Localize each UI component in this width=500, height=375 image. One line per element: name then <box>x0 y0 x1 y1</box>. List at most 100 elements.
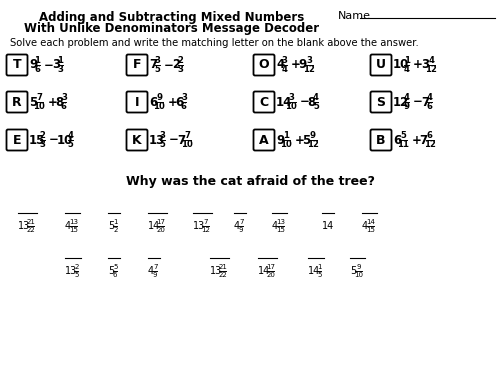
Text: 2: 2 <box>172 58 180 72</box>
Text: 7: 7 <box>36 93 42 102</box>
Text: U: U <box>376 58 386 72</box>
Text: −: − <box>169 134 178 147</box>
FancyBboxPatch shape <box>6 92 28 112</box>
Text: 13: 13 <box>210 266 222 276</box>
Text: 2: 2 <box>113 226 117 232</box>
Text: 4: 4 <box>148 266 154 276</box>
Text: −: − <box>49 134 58 147</box>
Text: 10: 10 <box>57 134 73 147</box>
Text: 15: 15 <box>29 134 46 147</box>
Text: 2: 2 <box>178 56 183 65</box>
Text: E: E <box>13 134 21 147</box>
Text: 7: 7 <box>421 96 429 108</box>
FancyBboxPatch shape <box>126 92 148 112</box>
Text: 1: 1 <box>404 56 409 65</box>
Text: 4: 4 <box>313 93 319 102</box>
Text: +: + <box>291 58 300 72</box>
Text: 7: 7 <box>149 58 157 72</box>
Text: K: K <box>132 134 142 147</box>
Text: 3: 3 <box>421 58 429 72</box>
Text: 17: 17 <box>156 219 166 225</box>
Text: 9: 9 <box>310 131 316 140</box>
Text: 6: 6 <box>113 272 117 278</box>
Text: 4: 4 <box>362 221 368 231</box>
Text: 5: 5 <box>302 134 310 147</box>
Text: 6: 6 <box>426 102 432 111</box>
Text: Name: Name <box>338 11 371 21</box>
Text: 11: 11 <box>398 140 409 149</box>
Text: 3: 3 <box>181 93 187 102</box>
Text: 3: 3 <box>178 65 183 74</box>
Text: 13: 13 <box>276 219 285 225</box>
Text: 6: 6 <box>61 102 67 111</box>
Text: 5: 5 <box>400 131 406 140</box>
Text: 15: 15 <box>70 226 78 232</box>
Text: 9: 9 <box>404 102 409 111</box>
Text: 1: 1 <box>113 219 117 225</box>
Text: +: + <box>294 134 304 147</box>
Text: 4: 4 <box>428 56 434 65</box>
Text: 12: 12 <box>307 140 318 149</box>
Text: 10: 10 <box>154 102 165 111</box>
FancyBboxPatch shape <box>370 54 392 75</box>
FancyBboxPatch shape <box>254 129 274 150</box>
Text: 10: 10 <box>181 140 193 149</box>
Text: 5: 5 <box>29 96 37 108</box>
Text: 3: 3 <box>288 93 294 102</box>
Text: 12: 12 <box>424 140 436 149</box>
Text: 3: 3 <box>282 56 288 65</box>
Text: 12: 12 <box>393 96 409 108</box>
Text: 3: 3 <box>40 140 46 149</box>
Text: 14: 14 <box>308 266 320 276</box>
Text: Why was the cat afraid of the tree?: Why was the cat afraid of the tree? <box>126 175 374 188</box>
Text: −: − <box>164 58 173 72</box>
Text: 5: 5 <box>160 140 166 149</box>
Text: 6: 6 <box>393 134 401 147</box>
Text: 6: 6 <box>427 131 432 140</box>
Text: 5: 5 <box>74 272 78 278</box>
Text: F: F <box>133 58 141 72</box>
FancyBboxPatch shape <box>6 54 28 75</box>
Text: 1: 1 <box>317 264 322 270</box>
Text: 1: 1 <box>284 131 290 140</box>
Text: 10: 10 <box>280 140 292 149</box>
Text: 17: 17 <box>266 264 276 270</box>
Text: 3: 3 <box>52 58 60 72</box>
Text: 4: 4 <box>276 58 284 72</box>
Text: Adding and Subtracting Mixed Numbers: Adding and Subtracting Mixed Numbers <box>40 11 304 24</box>
Text: R: R <box>12 96 22 108</box>
Text: 20: 20 <box>156 226 166 232</box>
Text: 6: 6 <box>149 96 157 108</box>
Text: A: A <box>259 134 269 147</box>
Text: 9: 9 <box>276 134 284 147</box>
Text: 4: 4 <box>272 221 278 231</box>
Text: With Unlike Denominators Message Decoder: With Unlike Denominators Message Decoder <box>24 22 320 35</box>
Text: 13: 13 <box>69 219 78 225</box>
Text: 9: 9 <box>153 272 158 278</box>
Text: 4: 4 <box>68 131 73 140</box>
Text: 9: 9 <box>299 58 307 72</box>
Text: 3: 3 <box>306 56 312 65</box>
Text: 5: 5 <box>317 272 322 278</box>
Text: 13: 13 <box>18 221 30 231</box>
Text: 15: 15 <box>276 226 285 232</box>
Text: 12: 12 <box>303 65 315 74</box>
FancyBboxPatch shape <box>254 92 274 112</box>
Text: 5: 5 <box>113 264 117 270</box>
Text: 8: 8 <box>308 96 316 108</box>
Text: 14: 14 <box>276 96 292 108</box>
Text: 6: 6 <box>176 96 184 108</box>
Text: I: I <box>135 96 139 108</box>
Text: 7: 7 <box>184 131 190 140</box>
Text: B: B <box>376 134 386 147</box>
Text: 2: 2 <box>40 131 46 140</box>
Text: 1: 1 <box>34 56 40 65</box>
Text: +: + <box>412 134 422 147</box>
Text: 7: 7 <box>420 134 428 147</box>
Text: S: S <box>376 96 386 108</box>
Text: 7: 7 <box>239 219 244 225</box>
Text: 5: 5 <box>108 266 114 276</box>
Text: 15: 15 <box>366 226 375 232</box>
Text: 14: 14 <box>322 221 334 231</box>
Text: 6: 6 <box>181 102 187 111</box>
